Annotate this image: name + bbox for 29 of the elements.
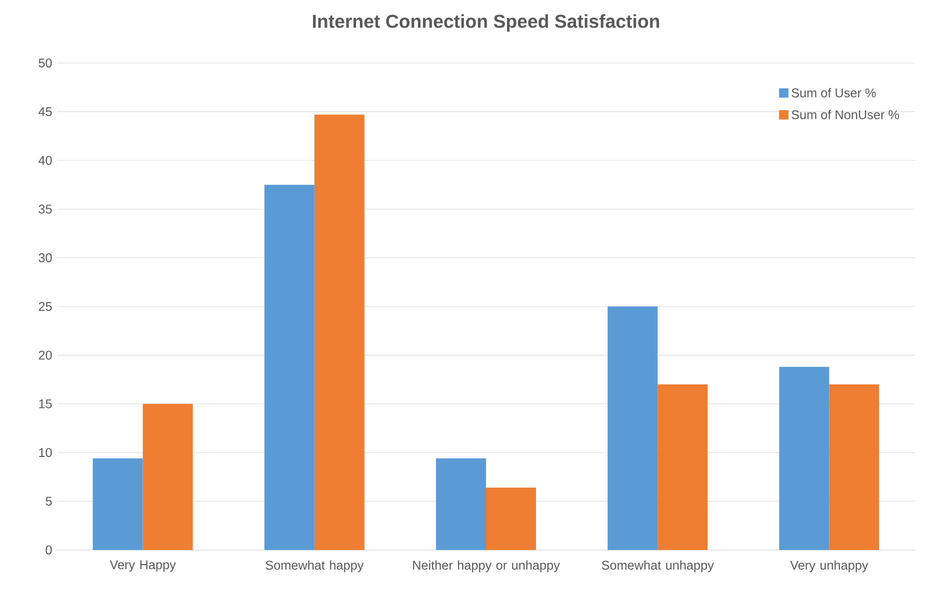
y-tick-label: 10 [39,448,52,458]
chart-title: Internet Connection Speed Satisfaction [313,14,660,32]
x-tick-label: Somewhat happy [266,560,364,572]
y-tick-label: 15 [39,399,52,408]
y-tick-label: 35 [38,204,52,214]
bar [486,488,536,550]
bar [142,404,193,550]
bar [658,384,708,550]
y-tick-label: 45 [38,107,52,116]
legend-label: Sum of NonUser % [792,110,900,120]
y-tick-label: 30 [38,253,52,262]
bar [608,306,658,550]
x-tick-label: Neither happy or unhappy [413,560,560,572]
bar [92,458,143,550]
y-tick-label: 50 [38,58,52,68]
legend-label: Sum of User % [792,88,876,98]
y-tick-label: 40 [38,156,52,165]
y-tick-label: 20 [38,350,52,360]
bar [829,384,880,550]
y-tick-label: 0 [46,546,52,554]
bar [314,114,364,550]
x-tick-label: Very unhappy [790,560,868,572]
bar [436,458,486,550]
x-tick-label: Somewhat unhappy [602,560,714,572]
y-tick-label: 25 [38,302,52,311]
x-tick-label: Very Happy [110,560,176,572]
y-tick-label: 5 [46,496,52,506]
bar [779,366,830,550]
bar [264,184,314,550]
